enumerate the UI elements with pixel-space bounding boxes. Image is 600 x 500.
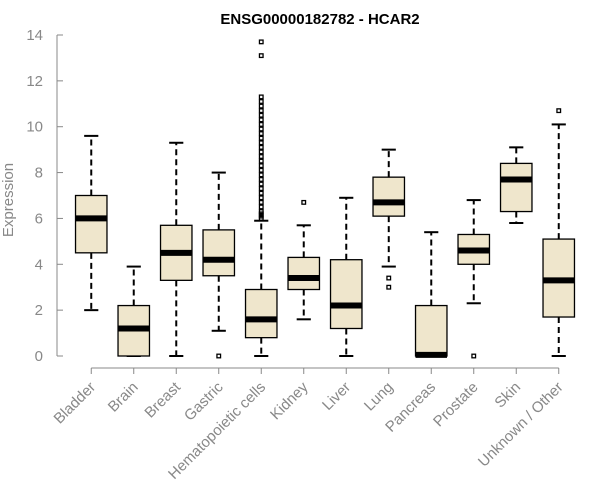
plot-area [74,39,576,359]
x-tick-label: Bladder [50,379,99,428]
box-group [329,196,363,357]
y-tick-label: 4 [35,256,43,273]
box-group [287,199,321,321]
iqr-box [499,162,533,213]
outlier-point [258,181,264,187]
outlier-point [386,284,392,290]
outlier-point [258,99,264,104]
outlier-point [258,94,264,100]
outlier-point [258,108,264,114]
iqr-box [414,304,448,357]
iqr-box [329,259,363,330]
y-tick-label: 8 [35,165,43,182]
x-tick-label: Lung [361,379,397,415]
y-axis-label: Expression [0,163,17,237]
outlier-point [386,275,392,281]
outlier-point [258,117,264,123]
outlier-point [258,176,264,182]
outlier-point [258,149,264,155]
outlier-point [258,190,264,196]
y-tick-label: 6 [35,210,43,227]
box-group [414,231,448,358]
x-tick-label: Skin [491,379,524,412]
iqr-box [372,176,406,217]
outlier-point [258,135,264,141]
x-tick-label: Breast [141,378,184,421]
x-tick-label: Kidney [267,378,312,423]
outlier-point [556,108,562,114]
outlier-point [258,140,264,146]
box-group [457,199,491,359]
outlier-point [258,131,264,137]
x-tick-label: Liver [319,379,354,414]
outlier-point [258,103,264,109]
outlier-point [258,121,264,127]
y-tick-label: 10 [26,119,43,136]
x-tick-label: Prostate [430,379,482,431]
iqr-box [74,194,108,254]
box-group [159,141,193,357]
iqr-box [244,288,278,339]
outlier-point [258,195,264,201]
box-group [202,171,236,359]
outlier-point [258,126,264,132]
outlier-point [258,39,264,45]
box-group [372,148,406,290]
outlier-point [258,204,264,210]
outlier-point [258,154,264,159]
outlier-point [258,167,264,173]
iqr-box [202,229,236,277]
outlier-point [471,353,477,359]
outlier-point [258,199,264,205]
iqr-box [287,256,321,291]
outlier-point [258,112,264,118]
outlier-point [258,144,264,150]
box-group [499,146,533,225]
y-tick-label: 2 [35,302,43,319]
outlier-point [301,199,307,205]
y-axis: 0 2 4 6 8 10 12 14 [26,27,63,365]
chart-title: ENSG00000182782 - HCAR2 [220,11,419,28]
x-tick-label: Brain [105,379,142,416]
box-group [117,265,151,357]
outlier-point [258,163,264,169]
outlier-point [258,209,264,214]
y-tick-label: 14 [26,27,43,44]
box-group [74,134,108,312]
outlier-point [258,172,264,178]
outlier-point [258,53,264,59]
y-tick-label: 12 [26,73,43,90]
outlier-point [258,186,264,192]
outlier-point [258,158,264,164]
box-group [244,39,278,357]
outlier-point [216,353,222,359]
y-tick-label: 0 [35,348,43,365]
box-group [542,108,576,357]
